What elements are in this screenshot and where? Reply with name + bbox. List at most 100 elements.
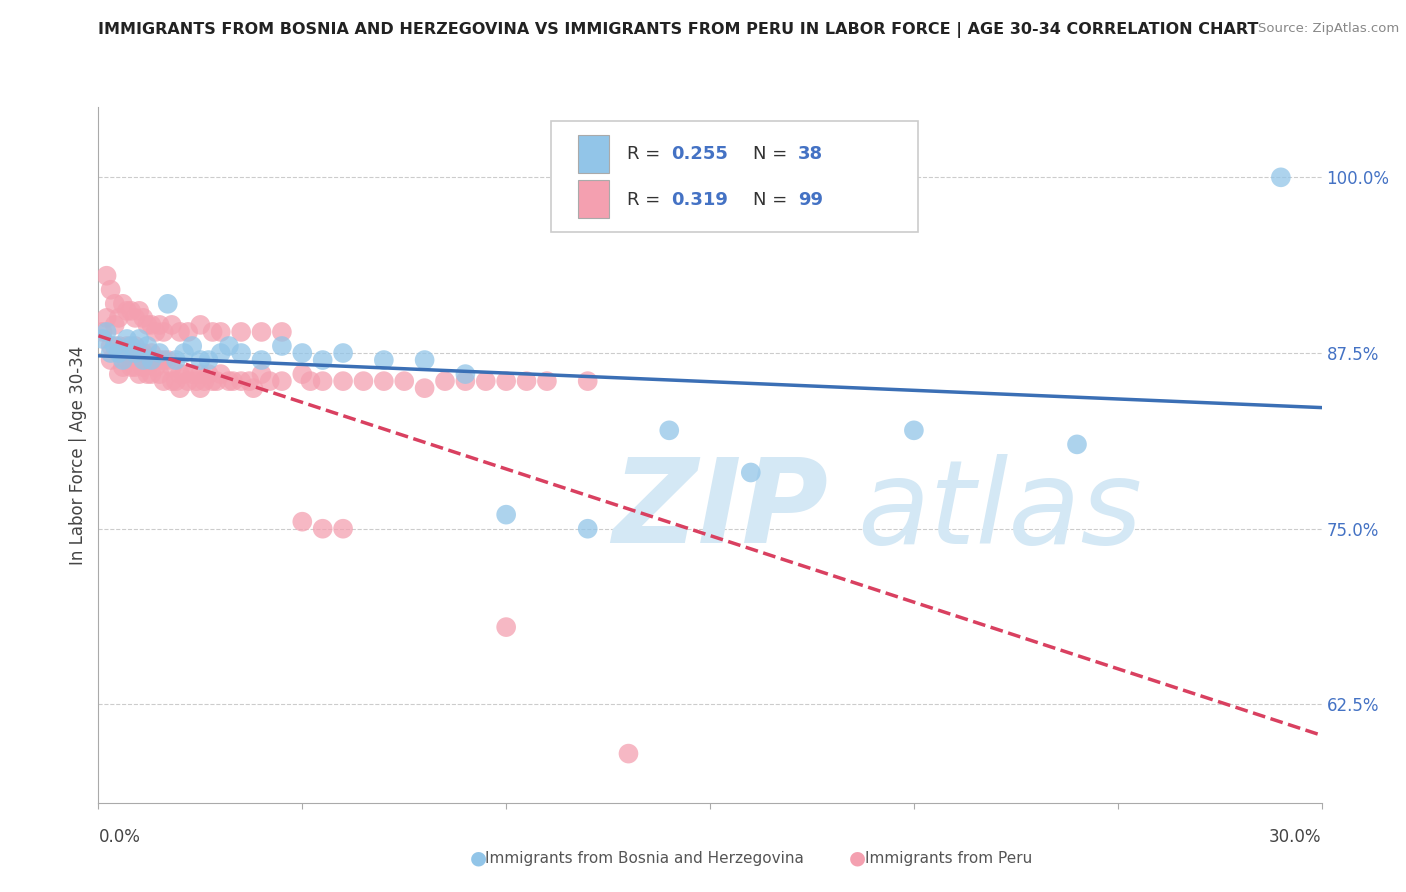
Point [312, 374, 335, 388]
Point [454, 374, 477, 388]
Point [231, 346, 253, 360]
Point [136, 318, 159, 332]
Text: Source: ZipAtlas.com: Source: ZipAtlas.com [1258, 22, 1399, 36]
Point [299, 374, 322, 388]
Text: ZIP: ZIP [612, 453, 828, 568]
Point [141, 367, 163, 381]
Point [149, 353, 172, 368]
Point [145, 360, 167, 375]
Point [188, 353, 212, 368]
Text: ●: ● [470, 848, 486, 868]
Point [128, 346, 150, 360]
Point [120, 339, 142, 353]
Point [149, 318, 172, 332]
Point [658, 423, 681, 437]
Bar [578, 180, 609, 219]
Point [108, 346, 131, 360]
Point [250, 325, 273, 339]
Point [132, 353, 155, 368]
Text: 0.255: 0.255 [671, 145, 728, 162]
Point [136, 353, 159, 368]
Text: R =: R = [627, 145, 666, 162]
Point [413, 381, 436, 395]
Point [516, 374, 538, 388]
Point [332, 374, 354, 388]
Text: 30.0%: 30.0% [1270, 828, 1322, 847]
Point [128, 303, 150, 318]
Point [100, 353, 122, 368]
Point [740, 466, 762, 480]
Point [250, 367, 273, 381]
Point [149, 346, 172, 360]
Point [209, 346, 232, 360]
Point [454, 367, 477, 381]
Point [136, 367, 159, 381]
Point [413, 353, 436, 368]
Point [188, 318, 212, 332]
Point [222, 374, 245, 388]
Point [111, 346, 134, 360]
Point [111, 353, 134, 368]
Point [218, 339, 240, 353]
Point [120, 303, 142, 318]
Text: ●: ● [849, 848, 866, 868]
Point [145, 325, 167, 339]
Point [352, 374, 374, 388]
Point [177, 325, 200, 339]
Point [495, 508, 517, 522]
Point [270, 339, 294, 353]
Point [128, 367, 150, 381]
Text: 99: 99 [799, 191, 823, 209]
Point [169, 381, 191, 395]
Text: Immigrants from Peru: Immigrants from Peru [865, 851, 1032, 865]
Point [434, 374, 457, 388]
Point [231, 374, 253, 388]
Point [132, 346, 155, 360]
Point [160, 374, 183, 388]
Point [169, 325, 191, 339]
Point [291, 515, 314, 529]
Point [132, 310, 155, 325]
Point [373, 353, 395, 368]
Point [91, 325, 114, 339]
Point [108, 367, 131, 381]
Point [96, 310, 118, 325]
Y-axis label: In Labor Force | Age 30-34: In Labor Force | Age 30-34 [69, 345, 87, 565]
Point [149, 367, 172, 381]
Point [136, 339, 159, 353]
Point [238, 374, 260, 388]
Point [100, 339, 122, 353]
Point [392, 374, 416, 388]
Point [141, 346, 163, 360]
Point [160, 360, 183, 375]
Point [124, 346, 146, 360]
Point [152, 353, 174, 368]
Point [197, 367, 219, 381]
Point [173, 367, 195, 381]
Point [181, 339, 204, 353]
Point [242, 381, 264, 395]
Point [91, 332, 114, 346]
Point [173, 346, 195, 360]
Point [201, 325, 224, 339]
FancyBboxPatch shape [551, 121, 918, 232]
Point [100, 346, 122, 360]
Point [108, 339, 131, 353]
Point [193, 374, 215, 388]
Point [124, 360, 146, 375]
Point [536, 374, 558, 388]
Text: R =: R = [627, 191, 666, 209]
Point [96, 325, 118, 339]
Text: 0.0%: 0.0% [98, 828, 141, 847]
Point [218, 374, 240, 388]
Point [209, 325, 232, 339]
Point [1270, 170, 1292, 185]
Point [474, 374, 498, 388]
Point [169, 367, 191, 381]
Point [259, 374, 281, 388]
Bar [578, 135, 609, 173]
Text: N =: N = [752, 145, 793, 162]
Point [115, 339, 138, 353]
Text: 0.319: 0.319 [671, 191, 728, 209]
Point [152, 374, 174, 388]
